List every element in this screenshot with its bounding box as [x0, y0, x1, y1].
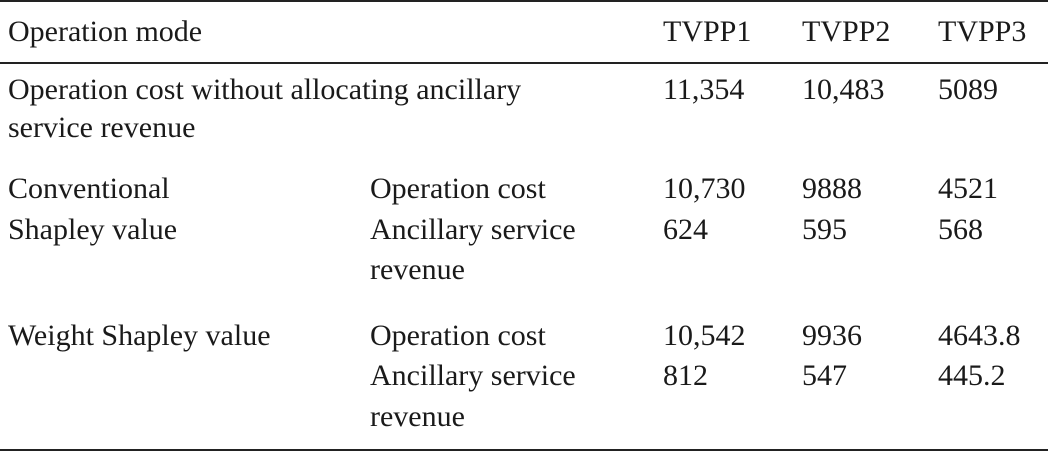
row1-label-line2: service revenue [8, 111, 196, 144]
row3-op-label: Operation cost [370, 319, 546, 352]
header-tvpp1: TVPP1 [663, 15, 752, 48]
row2-anc-tvpp2: 595 [802, 213, 847, 246]
row3-op-tvpp2: 9936 [802, 319, 862, 352]
header-operation-mode: Operation mode [8, 15, 203, 48]
row3-anc-tvpp1: 812 [663, 359, 708, 392]
row1-tvpp1: 11,354 [663, 73, 745, 106]
row2-op-tvpp2: 9888 [802, 172, 862, 205]
row3-op-tvpp3: 4643.8 [938, 319, 1021, 352]
row3-anc-label-line1: Ancillary service [370, 359, 576, 392]
table-header-rule [0, 62, 1048, 64]
row1-tvpp3: 5089 [938, 73, 998, 106]
table-top-rule [0, 0, 1048, 2]
header-tvpp3: TVPP3 [938, 15, 1027, 48]
row2-op-tvpp1: 10,730 [663, 172, 746, 205]
row3-anc-tvpp3: 445.2 [938, 359, 1006, 392]
header-tvpp2: TVPP2 [802, 15, 891, 48]
row3-op-tvpp1: 10,542 [663, 319, 746, 352]
row2-method-line1: Conventional [8, 172, 170, 205]
row1-label-line1: Operation cost without allocating ancill… [8, 73, 522, 106]
row2-op-tvpp3: 4521 [938, 172, 998, 205]
row3-method-line1: Weight Shapley value [8, 319, 271, 352]
row3-anc-tvpp2: 547 [802, 359, 847, 392]
row2-anc-tvpp3: 568 [938, 213, 983, 246]
row1-tvpp2: 10,483 [802, 73, 885, 106]
row2-anc-tvpp1: 624 [663, 213, 708, 246]
row2-anc-label-line2: revenue [370, 253, 465, 286]
row2-op-label: Operation cost [370, 172, 546, 205]
table-bottom-rule [0, 449, 1048, 451]
row3-anc-label-line2: revenue [370, 400, 465, 433]
row2-method-line2: Shapley value [8, 213, 178, 246]
row2-anc-label-line1: Ancillary service [370, 213, 576, 246]
